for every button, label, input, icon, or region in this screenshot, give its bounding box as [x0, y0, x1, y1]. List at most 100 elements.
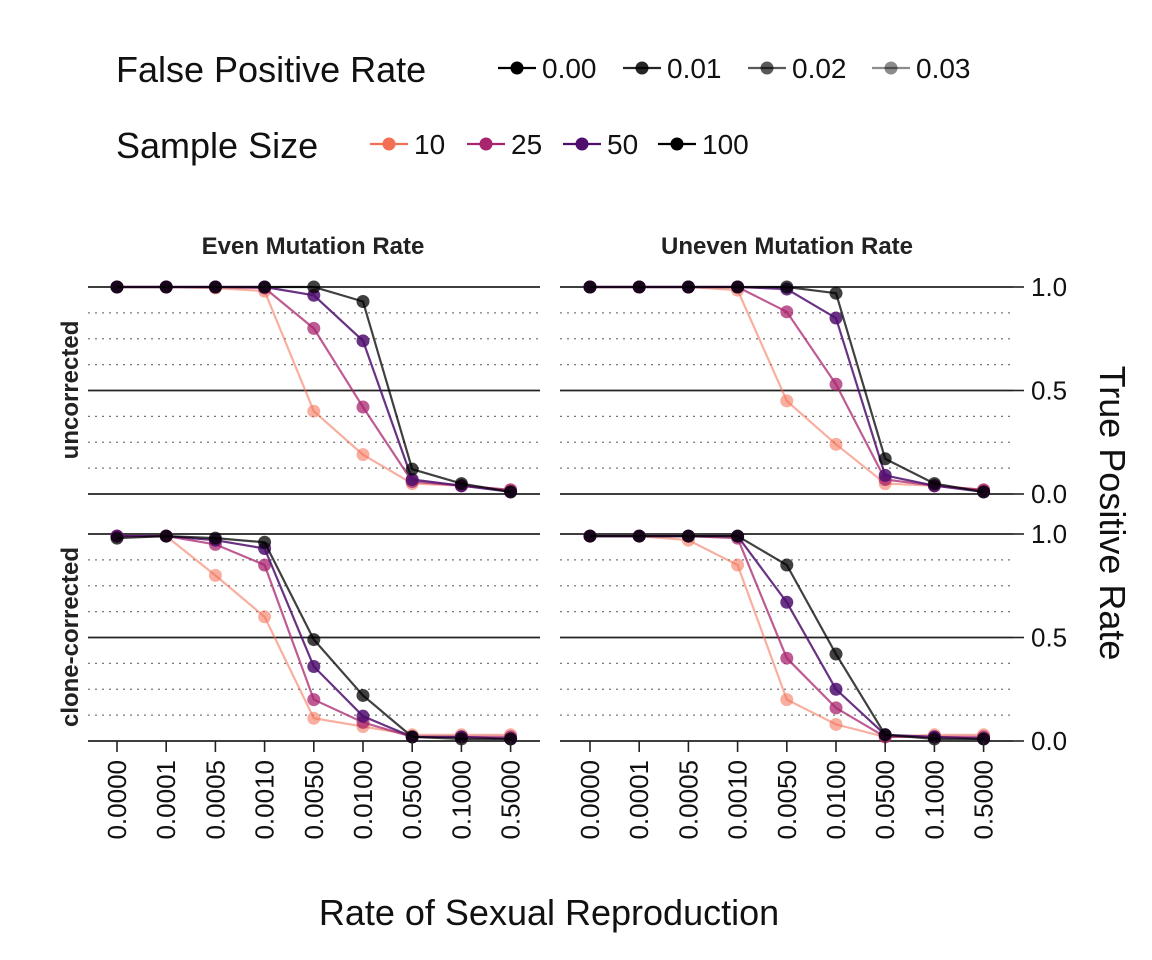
y-tick-label: 1.0	[1031, 519, 1067, 549]
strip-label-clone-corrected: clone-corrected	[57, 547, 84, 727]
legend-fpr-label: 0.01	[667, 53, 722, 84]
legend-sample-size: Sample Size 10 25 50 100	[116, 125, 749, 166]
data-point	[632, 280, 646, 294]
x-tick-label: 0.0000	[575, 760, 605, 840]
data-point	[307, 404, 321, 418]
legend-fpr-dot	[510, 61, 524, 75]
data-point	[356, 334, 370, 348]
data-point	[159, 529, 173, 543]
legend-fpr-entry: 0.03	[872, 53, 971, 84]
data-point	[110, 531, 124, 545]
x-tick-label: 0.5000	[496, 760, 526, 840]
data-point	[356, 448, 370, 462]
strip-label-uncorrected: uncorrected	[57, 321, 84, 460]
legend-fpr-dot	[760, 61, 774, 75]
x-tick-label: 0.0010	[723, 760, 753, 840]
data-point	[307, 693, 321, 707]
legend-sample-size-entries: 10 25 50 100	[370, 129, 749, 160]
x-tick-label: 0.0500	[397, 760, 427, 840]
legend-title-false-positive-rate: False Positive Rate	[116, 49, 426, 90]
x-axis-title: Rate of Sexual Reproduction	[319, 892, 779, 933]
legend-sample-size-label: 10	[414, 129, 445, 160]
panel	[560, 280, 1013, 499]
legend-sample-size-entry: 10	[370, 129, 445, 160]
legend-fpr-entry: 0.01	[623, 53, 722, 84]
legend-sample-size-dot	[479, 137, 493, 151]
data-point	[583, 280, 597, 294]
data-point	[583, 529, 597, 543]
y-axis-title: True Positive Rate	[1092, 366, 1133, 661]
data-point	[307, 280, 321, 294]
data-point	[208, 280, 222, 294]
data-point	[731, 558, 745, 572]
data-point	[681, 529, 695, 543]
legend-fpr-label: 0.03	[916, 53, 971, 84]
data-point	[780, 693, 794, 707]
legend-sample-size-label: 50	[607, 129, 638, 160]
data-point	[731, 529, 745, 543]
x-tick-label: 0.0050	[299, 760, 329, 840]
legend-false-positive-rate: False Positive Rate 0.00 0.01 0.02 0.03	[116, 49, 971, 90]
data-point	[829, 377, 843, 391]
x-axis-ticks: 0.0000 0.0001 0.0005 0.0010 0.0050 0.0100 0.05…	[102, 741, 999, 840]
data-point	[307, 659, 321, 673]
legend-sample-size-entry: 100	[658, 129, 749, 160]
data-point	[208, 531, 222, 545]
data-point	[927, 732, 941, 746]
data-point	[405, 473, 419, 487]
data-point	[405, 462, 419, 476]
series-line	[117, 285, 511, 493]
data-point	[977, 732, 991, 746]
data-point	[258, 535, 272, 549]
data-point	[878, 452, 892, 466]
x-tick-label: 0.0000	[102, 760, 132, 840]
x-tick-label: 0.0005	[673, 760, 703, 840]
data-point	[681, 280, 695, 294]
data-point	[356, 400, 370, 414]
data-point	[780, 558, 794, 572]
data-point	[927, 477, 941, 491]
x-tick-label: 0.0050	[772, 760, 802, 840]
data-point	[829, 701, 843, 715]
data-point	[356, 709, 370, 723]
data-point	[829, 647, 843, 661]
panel	[88, 529, 540, 746]
legend-fpr-dot	[884, 61, 898, 75]
data-point	[504, 485, 518, 499]
legend-sample-size-label: 100	[702, 129, 749, 160]
x-tick-label: 0.1000	[446, 760, 476, 840]
legend-fpr-entry: 0.02	[748, 53, 847, 84]
data-point	[829, 682, 843, 696]
legend-fpr-label: 0.02	[792, 53, 847, 84]
y-tick-label: 1.0	[1031, 272, 1067, 302]
x-tick-label: 0.0100	[348, 760, 378, 840]
data-point	[356, 688, 370, 702]
panel	[88, 280, 540, 499]
legend-sample-size-dot	[382, 137, 396, 151]
data-point	[977, 485, 991, 499]
data-point	[208, 568, 222, 582]
data-point	[878, 468, 892, 482]
legend-fpr-label: 0.00	[542, 53, 597, 84]
data-point	[258, 280, 272, 294]
data-point	[258, 610, 272, 624]
data-point	[258, 558, 272, 572]
data-point	[454, 732, 468, 746]
legend-sample-size-entry: 50	[563, 129, 638, 160]
data-point	[632, 529, 646, 543]
x-tick-label: 0.0500	[870, 760, 900, 840]
x-tick-label: 0.0100	[821, 760, 851, 840]
legend-fpr-entry: 0.00	[498, 53, 597, 84]
data-point	[454, 477, 468, 491]
data-point	[780, 280, 794, 294]
legend-sample-size-dot	[670, 137, 684, 151]
data-point	[307, 633, 321, 647]
legend-sample-size-dot	[575, 137, 589, 151]
series-line	[117, 285, 511, 491]
series-100	[110, 280, 518, 499]
strip-label-even: Even Mutation Rate	[202, 233, 425, 260]
legend-sample-size-label: 25	[511, 129, 542, 160]
data-point	[829, 286, 843, 300]
data-point	[780, 394, 794, 408]
